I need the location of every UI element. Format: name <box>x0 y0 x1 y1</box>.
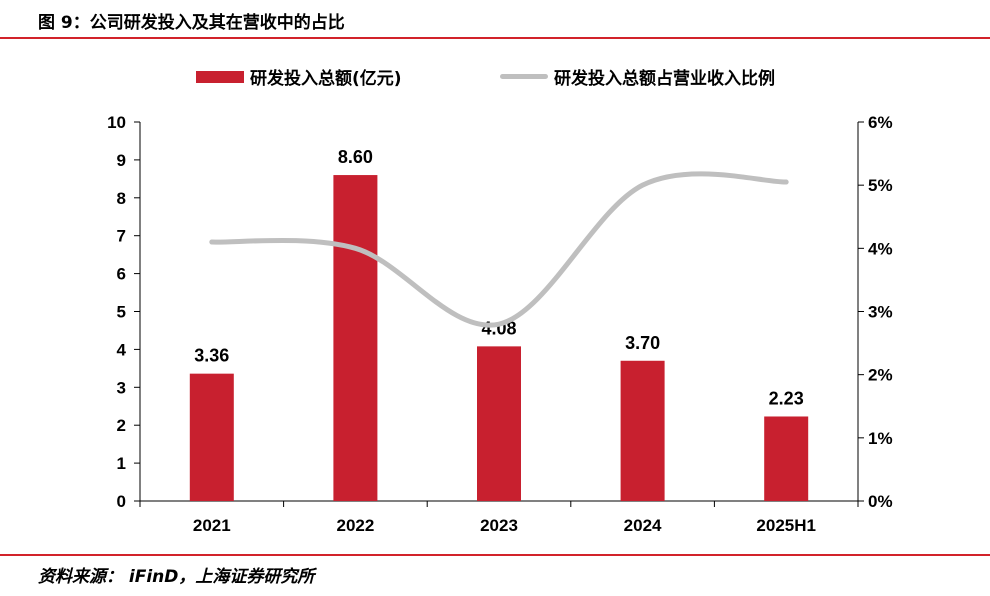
left-tick-label: 9 <box>117 151 126 170</box>
right-tick-label: 5% <box>868 176 893 195</box>
left-tick-label: 3 <box>117 378 126 397</box>
right-tick-label: 4% <box>868 239 893 258</box>
bar-value-label: 3.70 <box>625 333 660 353</box>
left-tick-label: 2 <box>117 416 126 435</box>
legend-bar-swatch <box>196 70 244 83</box>
top-rule <box>0 37 990 39</box>
left-tick-label: 5 <box>117 303 126 322</box>
left-tick-label: 4 <box>117 340 127 359</box>
left-tick-label: 10 <box>107 113 126 132</box>
legend-line-series: 研发投入总额占营业收入比例 <box>500 64 775 89</box>
right-tick-label: 0% <box>868 492 893 511</box>
legend-bar-series: 研发投入总额(亿元) <box>196 64 402 89</box>
right-tick-label: 6% <box>868 113 893 132</box>
right-tick-label: 2% <box>868 366 893 385</box>
bar <box>620 360 665 501</box>
left-tick-label: 0 <box>117 492 126 511</box>
bar-value-label: 3.36 <box>194 346 229 366</box>
x-tick-label: 2024 <box>624 516 662 535</box>
right-tick-label: 3% <box>868 303 893 322</box>
bar-value-label: 2.23 <box>769 388 804 408</box>
figure-title: 图 9：公司研发投入及其在营收中的占比 <box>38 13 345 33</box>
left-tick-label: 8 <box>117 189 126 208</box>
x-tick-label: 2021 <box>193 516 231 535</box>
bar <box>333 175 378 501</box>
source-note: 资料来源： iFinD，上海证券研究所 <box>38 567 315 587</box>
right-tick-label: 1% <box>868 429 893 448</box>
left-tick-label: 1 <box>117 454 126 473</box>
bar <box>764 416 809 501</box>
ratio-series-line <box>209 171 789 328</box>
legend-line-swatch <box>500 74 548 79</box>
legend-bar-label: 研发投入总额(亿元) <box>250 69 402 89</box>
bottom-rule <box>0 554 990 556</box>
bar <box>189 373 234 501</box>
x-tick-label: 2023 <box>480 516 518 535</box>
legend-line-label: 研发投入总额占营业收入比例 <box>554 69 775 89</box>
x-tick-label: 2025H1 <box>756 516 816 535</box>
left-tick-label: 6 <box>117 265 126 284</box>
bar-value-label: 8.60 <box>338 147 373 167</box>
x-tick-label: 2022 <box>336 516 374 535</box>
bar <box>477 346 521 501</box>
left-tick-label: 7 <box>117 227 126 246</box>
